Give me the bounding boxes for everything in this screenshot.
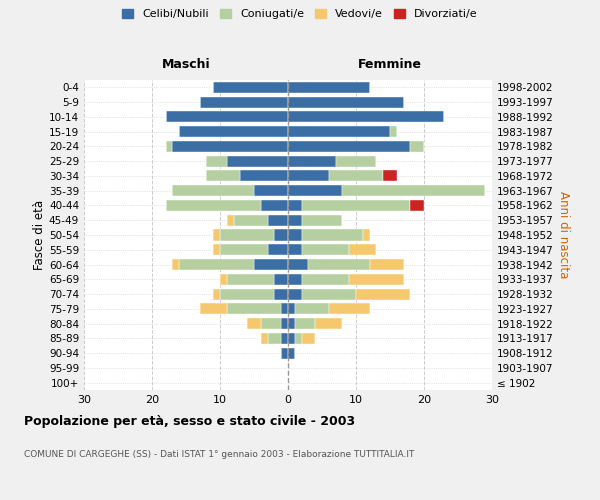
Bar	[227, 304, 281, 314]
Bar	[288, 244, 302, 256]
Bar	[308, 259, 370, 270]
Bar	[288, 318, 295, 329]
Bar	[220, 274, 227, 285]
Bar	[179, 259, 254, 270]
Bar	[302, 200, 410, 211]
Y-axis label: Anni di nascita: Anni di nascita	[557, 192, 570, 278]
Bar	[363, 230, 370, 240]
Text: Popolazione per età, sesso e stato civile - 2003: Popolazione per età, sesso e stato civil…	[24, 415, 355, 428]
Bar	[302, 244, 349, 256]
Bar	[295, 318, 315, 329]
Text: Femmine: Femmine	[358, 58, 422, 70]
Bar	[288, 185, 343, 196]
Bar	[166, 141, 172, 152]
Bar	[356, 288, 410, 300]
Bar	[302, 274, 349, 285]
Bar	[302, 333, 315, 344]
Bar	[268, 244, 288, 256]
Bar	[295, 333, 302, 344]
Bar	[179, 126, 288, 137]
Bar	[172, 141, 288, 152]
Bar	[410, 141, 424, 152]
Bar	[200, 304, 227, 314]
Bar	[206, 156, 227, 166]
Bar	[288, 304, 295, 314]
Y-axis label: Fasce di età: Fasce di età	[33, 200, 46, 270]
Bar	[261, 333, 268, 344]
Legend: Celibi/Nubili, Coniugati/e, Vedovi/e, Divorziati/e: Celibi/Nubili, Coniugati/e, Vedovi/e, Di…	[119, 6, 481, 22]
Bar	[254, 259, 288, 270]
Bar	[281, 333, 288, 344]
Bar	[288, 82, 370, 93]
Bar	[200, 96, 288, 108]
Bar	[213, 288, 220, 300]
Text: COMUNE DI CARGEGHE (SS) - Dati ISTAT 1° gennaio 2003 - Elaborazione TUTTITALIA.I: COMUNE DI CARGEGHE (SS) - Dati ISTAT 1° …	[24, 450, 415, 459]
Bar	[315, 318, 343, 329]
Bar	[288, 156, 335, 166]
Bar	[288, 200, 302, 211]
Bar	[261, 200, 288, 211]
Bar	[329, 304, 370, 314]
Bar	[383, 170, 397, 181]
Bar	[254, 185, 288, 196]
Bar	[288, 259, 308, 270]
Bar	[302, 230, 363, 240]
Bar	[268, 214, 288, 226]
Bar	[274, 288, 288, 300]
Bar	[288, 141, 410, 152]
Bar	[349, 244, 376, 256]
Bar	[390, 126, 397, 137]
Bar	[206, 170, 241, 181]
Bar	[295, 304, 329, 314]
Bar	[288, 170, 329, 181]
Bar	[288, 230, 302, 240]
Bar	[370, 259, 404, 270]
Bar	[288, 274, 302, 285]
Bar	[302, 214, 343, 226]
Bar	[220, 288, 274, 300]
Bar	[281, 348, 288, 358]
Bar	[166, 200, 261, 211]
Bar	[281, 318, 288, 329]
Bar	[220, 244, 268, 256]
Bar	[335, 156, 376, 166]
Bar	[268, 333, 281, 344]
Bar	[227, 214, 233, 226]
Bar	[288, 112, 445, 122]
Bar	[288, 333, 295, 344]
Bar	[241, 170, 288, 181]
Bar	[410, 200, 424, 211]
Bar	[281, 304, 288, 314]
Bar	[227, 274, 274, 285]
Bar	[233, 214, 268, 226]
Bar	[213, 244, 220, 256]
Bar	[288, 126, 390, 137]
Bar	[288, 96, 404, 108]
Bar	[274, 230, 288, 240]
Bar	[329, 170, 383, 181]
Bar	[349, 274, 404, 285]
Bar	[172, 259, 179, 270]
Bar	[302, 288, 356, 300]
Bar	[166, 112, 288, 122]
Bar	[288, 214, 302, 226]
Text: Maschi: Maschi	[161, 58, 211, 70]
Bar	[247, 318, 261, 329]
Bar	[274, 274, 288, 285]
Bar	[213, 230, 220, 240]
Bar	[288, 348, 295, 358]
Bar	[213, 82, 288, 93]
Bar	[343, 185, 485, 196]
Bar	[288, 288, 302, 300]
Bar	[261, 318, 281, 329]
Bar	[220, 230, 274, 240]
Bar	[172, 185, 254, 196]
Bar	[227, 156, 288, 166]
